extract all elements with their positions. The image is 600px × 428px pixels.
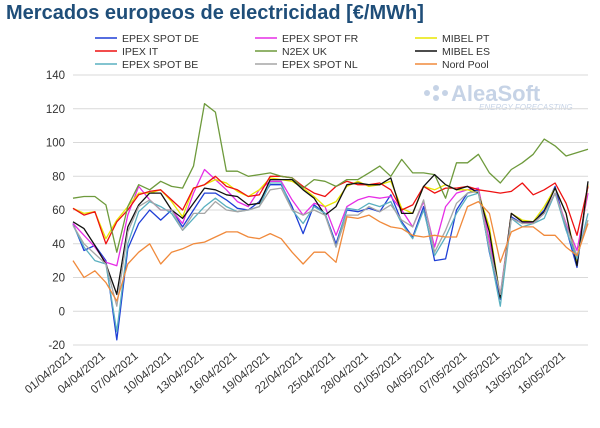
y-tick-label: 120	[46, 104, 65, 116]
series-line	[72, 177, 589, 299]
legend-label: EPEX SPOT NL	[282, 59, 358, 71]
series-line	[72, 175, 589, 245]
legend-label: Nord Pool	[442, 59, 489, 71]
watermark-logo: AleaSoft ENERGY FORECASTING	[424, 81, 573, 112]
chart-title: Mercados europeos de electricidad [€/MWh…	[6, 2, 424, 24]
legend-label: IPEX IT	[122, 46, 159, 58]
y-tick-label: 20	[52, 273, 65, 285]
y-axis: -20 0 20 40 60 80 100 120 140	[46, 70, 65, 352]
y-tick-label: 40	[52, 239, 65, 251]
gridlines	[73, 74, 588, 346]
y-tick-label: -20	[48, 340, 65, 352]
watermark-tagline: ENERGY FORECASTING	[479, 103, 573, 112]
legend-label: EPEX SPOT BE	[122, 59, 198, 71]
y-tick-label: 0	[59, 306, 65, 318]
y-tick-label: 100	[46, 138, 65, 150]
legend-label: EPEX SPOT FR	[282, 33, 359, 45]
legend-label: EPEX SPOT DE	[122, 33, 199, 45]
y-tick-label: 140	[46, 70, 65, 82]
series-line	[72, 187, 589, 307]
x-axis: 01/04/202104/04/202107/04/202110/04/2021…	[23, 350, 568, 396]
series-line	[72, 103, 589, 253]
series-line	[72, 173, 589, 299]
y-tick-label: 80	[52, 171, 65, 183]
y-tick-label: 60	[52, 205, 65, 217]
watermark-name: AleaSoft	[451, 81, 541, 106]
legend-label: MIBEL PT	[442, 33, 490, 45]
series-line	[72, 184, 589, 341]
series-lines	[72, 103, 589, 341]
legend: EPEX SPOT DE EPEX SPOT FR MIBEL PT IPEX IT N…	[95, 33, 490, 71]
legend-label: MIBEL ES	[442, 46, 490, 58]
series-line	[72, 200, 589, 302]
legend-label: N2EX UK	[282, 46, 327, 58]
